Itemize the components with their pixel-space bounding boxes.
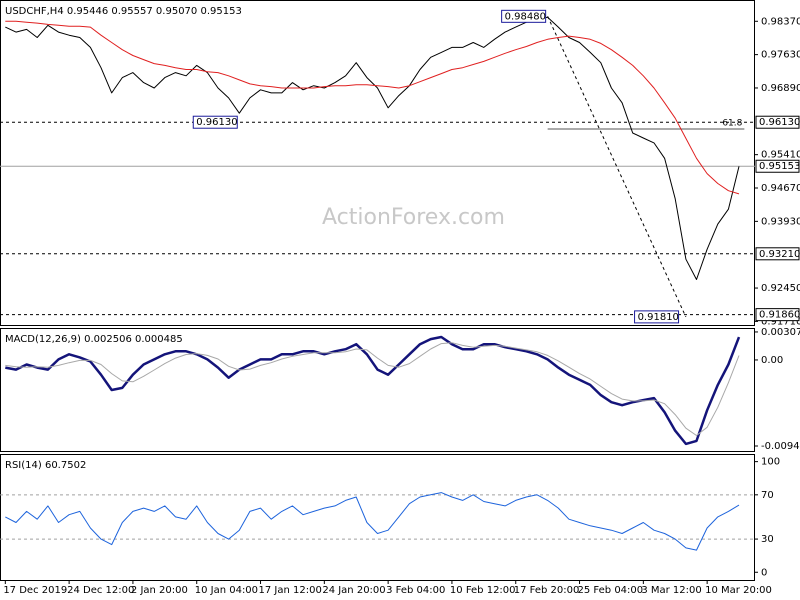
x-tick-label: 17 Feb 20:00 <box>514 585 580 596</box>
x-tick-label: 3 Feb 04:00 <box>386 585 445 596</box>
level-label: 0.93210 <box>759 249 800 260</box>
y-tick-label: 0.92450 <box>761 283 800 294</box>
x-tick-label: 24 Dec 12:00 <box>67 585 134 596</box>
y-tick-label: 0.98370 <box>761 16 800 27</box>
level-label-box <box>755 115 800 129</box>
y-tick-label: 0.003076 <box>761 327 800 338</box>
x-tick-label: 3 Mar 12:00 <box>641 585 701 596</box>
x-tick-label: 10 Jan 04:00 <box>195 585 258 596</box>
x-tick-label: 25 Feb 04:00 <box>578 585 644 596</box>
x-tick-label: 17 Jan 12:00 <box>259 585 322 596</box>
annotation-label: 0.91810 <box>638 312 679 323</box>
x-tick-label: 10 Mar 20:00 <box>705 585 772 596</box>
y-tick-label: 0.93930 <box>761 216 800 227</box>
fib-label: 61.8 <box>722 118 742 128</box>
y-tick-label: 100 <box>761 457 780 468</box>
y-tick-label: -0.00945 <box>761 441 800 452</box>
x-tick-label: 17 Dec 2019 <box>3 585 67 596</box>
series-line <box>5 342 740 436</box>
panel-title: MACD(12,26,9) 0.002506 0.000485 <box>5 334 183 345</box>
level-label-box <box>755 247 800 261</box>
y-tick-label: 0.95410 <box>761 150 800 161</box>
level-label-box <box>755 159 800 173</box>
panel-title: USDCHF,H4 0.95446 0.95557 0.95070 0.9515… <box>5 6 242 17</box>
series-line <box>5 16 740 280</box>
y-tick-label: 70 <box>761 490 774 501</box>
y-tick-label: 0.94670 <box>761 183 800 194</box>
y-tick-label: 0 <box>761 567 767 578</box>
annotation-label: 0.98480 <box>505 11 546 22</box>
y-tick-label: 0.96890 <box>761 83 800 94</box>
annotation-label: 0.96130 <box>196 117 237 128</box>
level-label-box <box>755 308 800 322</box>
watermark: ActionForex.com <box>322 205 505 230</box>
y-tick-label: 0.00 <box>761 355 783 366</box>
x-tick-label: 24 Jan 20:00 <box>322 585 385 596</box>
panel-title: RSI(14) 60.7502 <box>5 460 86 471</box>
x-tick-label: 10 Feb 12:00 <box>450 585 516 596</box>
series-line <box>5 20 740 195</box>
level-label: 0.91860 <box>759 310 800 321</box>
series-line <box>5 335 741 446</box>
level-label: 0.95153 <box>759 161 800 172</box>
annotation-box <box>501 9 547 23</box>
annotation-box <box>634 310 680 324</box>
price-panel <box>0 0 755 326</box>
y-tick-label: 0.91710 <box>761 316 800 327</box>
macd-panel <box>0 328 755 452</box>
level-label: 0.96130 <box>759 117 800 128</box>
y-tick-label: 0.97630 <box>761 50 800 61</box>
y-tick-label: 30 <box>761 534 774 545</box>
trendline <box>547 16 687 318</box>
rsi-panel <box>0 454 755 581</box>
series-line <box>5 492 740 551</box>
annotation-box <box>192 115 238 129</box>
x-tick-label: 2 Jan 20:00 <box>131 585 188 596</box>
